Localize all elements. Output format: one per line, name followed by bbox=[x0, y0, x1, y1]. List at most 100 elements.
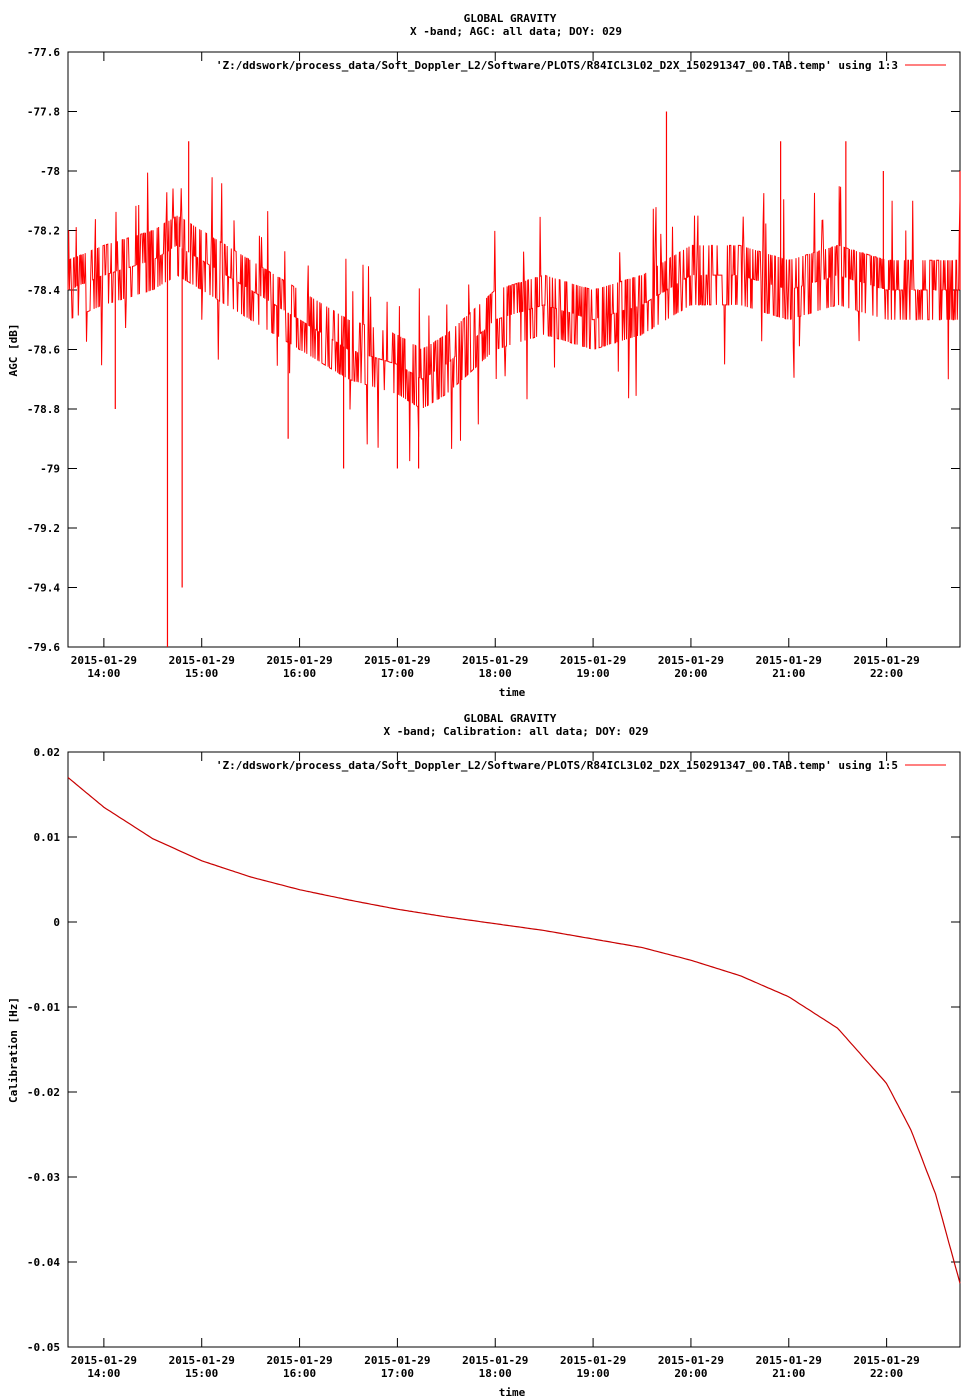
calibration-x-tick-date: 2015-01-29 bbox=[462, 1354, 528, 1367]
agc-series bbox=[67, 111, 961, 647]
agc-chart-title: GLOBAL GRAVITY bbox=[464, 12, 557, 25]
agc-y-tick: -78.2 bbox=[27, 225, 960, 238]
agc-x-tick-date: 2015-01-29 bbox=[854, 654, 920, 667]
calibration-x-tick-time: 22:00 bbox=[870, 1367, 903, 1380]
calibration-y-ticks: 0.02 0.01 0 -0.01 -0.02 -0.03 -0.04 -0.05 bbox=[27, 746, 960, 1354]
calibration-y-tick: 0 bbox=[53, 916, 960, 929]
calibration-x-tick-date: 2015-01-29 bbox=[854, 1354, 920, 1367]
agc-chart: GLOBAL GRAVITY X -band; AGC: all data; D… bbox=[7, 12, 961, 699]
calibration-x-tick-time: 18:00 bbox=[479, 1367, 512, 1380]
agc-y-tick-label: -78.6 bbox=[27, 344, 60, 357]
agc-x-tick-time: 21:00 bbox=[772, 667, 805, 680]
calibration-y-tick-label: -0.02 bbox=[27, 1086, 60, 1099]
calibration-x-tick-time: 15:00 bbox=[185, 1367, 218, 1380]
calibration-x-tick-date: 2015-01-29 bbox=[364, 1354, 430, 1367]
calibration-chart: GLOBAL GRAVITY X -band; Calibration: all… bbox=[7, 712, 961, 1399]
calibration-y-tick: -0.05 bbox=[27, 1341, 960, 1354]
calibration-y-tick-label: 0.02 bbox=[34, 746, 61, 759]
calibration-x-ticks: 2015-01-2914:002015-01-2915:002015-01-29… bbox=[71, 752, 920, 1380]
calibration-chart-subtitle: X -band; Calibration: all data; DOY: 029 bbox=[384, 725, 649, 738]
agc-x-tick-time: 22:00 bbox=[870, 667, 903, 680]
calibration-x-tick-date: 2015-01-29 bbox=[658, 1354, 724, 1367]
calibration-y-tick: -0.04 bbox=[27, 1256, 960, 1269]
agc-chart-subtitle: X -band; AGC: all data; DOY: 029 bbox=[410, 25, 622, 38]
agc-x-tick-date: 2015-01-29 bbox=[266, 654, 332, 667]
agc-y-tick-label: -78.8 bbox=[27, 403, 60, 416]
calibration-x-tick-time: 16:00 bbox=[283, 1367, 316, 1380]
agc-y-axis-label: AGC [dB] bbox=[7, 324, 20, 377]
calibration-y-tick-label: 0.01 bbox=[34, 831, 61, 844]
agc-y-tick: -79.2 bbox=[27, 522, 960, 535]
agc-x-tick-time: 20:00 bbox=[674, 667, 707, 680]
agc-y-tick-label: -79 bbox=[40, 463, 60, 476]
agc-series-line bbox=[67, 172, 961, 462]
calibration-y-tick: -0.03 bbox=[27, 1171, 960, 1184]
calibration-series-line bbox=[67, 777, 961, 1284]
calibration-x-tick-time: 19:00 bbox=[577, 1367, 610, 1380]
agc-y-tick-label: -78.4 bbox=[27, 284, 60, 297]
calibration-y-tick: -0.01 bbox=[27, 1001, 960, 1014]
calibration-x-tick-date: 2015-01-29 bbox=[71, 1354, 137, 1367]
agc-legend-label: 'Z:/ddswork/process_data/Soft_Doppler_L2… bbox=[216, 59, 898, 72]
agc-y-tick: -78.8 bbox=[27, 403, 960, 416]
agc-x-tick-time: 15:00 bbox=[185, 667, 218, 680]
agc-x-tick-date: 2015-01-29 bbox=[462, 654, 528, 667]
calibration-x-tick-date: 2015-01-29 bbox=[560, 1354, 626, 1367]
agc-y-ticks: -77.6 -77.8 -78 -78.2 -78.4 -78.6 -78.8 -79 -79.… bbox=[27, 46, 960, 654]
agc-y-tick: -78.6 bbox=[27, 344, 960, 357]
calibration-x-tick-time: 21:00 bbox=[772, 1367, 805, 1380]
agc-y-tick-label: -79.4 bbox=[27, 582, 60, 595]
calibration-y-tick: -0.02 bbox=[27, 1086, 960, 1099]
calibration-y-tick: 0.01 bbox=[34, 831, 960, 844]
agc-x-tick-time: 18:00 bbox=[479, 667, 512, 680]
agc-x-tick-time: 19:00 bbox=[577, 667, 610, 680]
agc-x-tick-date: 2015-01-29 bbox=[658, 654, 724, 667]
agc-y-tick-label: -78.2 bbox=[27, 225, 60, 238]
calibration-x-tick-date: 2015-01-29 bbox=[756, 1354, 822, 1367]
agc-y-tick: -77.6 bbox=[27, 46, 960, 59]
agc-x-axis-label: time bbox=[499, 686, 526, 699]
agc-x-tick-date: 2015-01-29 bbox=[560, 654, 626, 667]
agc-x-tick-time: 16:00 bbox=[283, 667, 316, 680]
calibration-y-tick-label: -0.01 bbox=[27, 1001, 60, 1014]
calibration-x-axis-label: time bbox=[499, 1386, 526, 1399]
calibration-series bbox=[67, 777, 961, 1284]
agc-y-tick: -78 bbox=[40, 165, 960, 178]
calibration-y-tick: 0.02 bbox=[34, 746, 960, 759]
calibration-legend-label: 'Z:/ddswork/process_data/Soft_Doppler_L2… bbox=[216, 759, 898, 772]
agc-y-tick: -77.8 bbox=[27, 106, 960, 119]
agc-y-tick-label: -77.6 bbox=[27, 46, 60, 59]
agc-y-tick: -79.4 bbox=[27, 582, 960, 595]
agc-x-tick-time: 17:00 bbox=[381, 667, 414, 680]
calibration-x-tick-time: 14:00 bbox=[87, 1367, 120, 1380]
agc-x-tick-date: 2015-01-29 bbox=[169, 654, 235, 667]
calibration-y-tick-label: -0.04 bbox=[27, 1256, 60, 1269]
calibration-y-tick-label: -0.05 bbox=[27, 1341, 60, 1354]
calibration-x-tick-time: 20:00 bbox=[674, 1367, 707, 1380]
calibration-chart-title: GLOBAL GRAVITY bbox=[464, 712, 557, 725]
agc-y-tick: -79.6 bbox=[27, 641, 960, 654]
calibration-y-axis-label: Calibration [Hz] bbox=[7, 997, 20, 1103]
agc-y-tick: -79 bbox=[40, 463, 960, 476]
agc-x-tick-date: 2015-01-29 bbox=[364, 654, 430, 667]
agc-y-tick-label: -77.8 bbox=[27, 106, 60, 119]
agc-y-tick-label: -79.2 bbox=[27, 522, 60, 535]
calibration-x-tick-date: 2015-01-29 bbox=[169, 1354, 235, 1367]
